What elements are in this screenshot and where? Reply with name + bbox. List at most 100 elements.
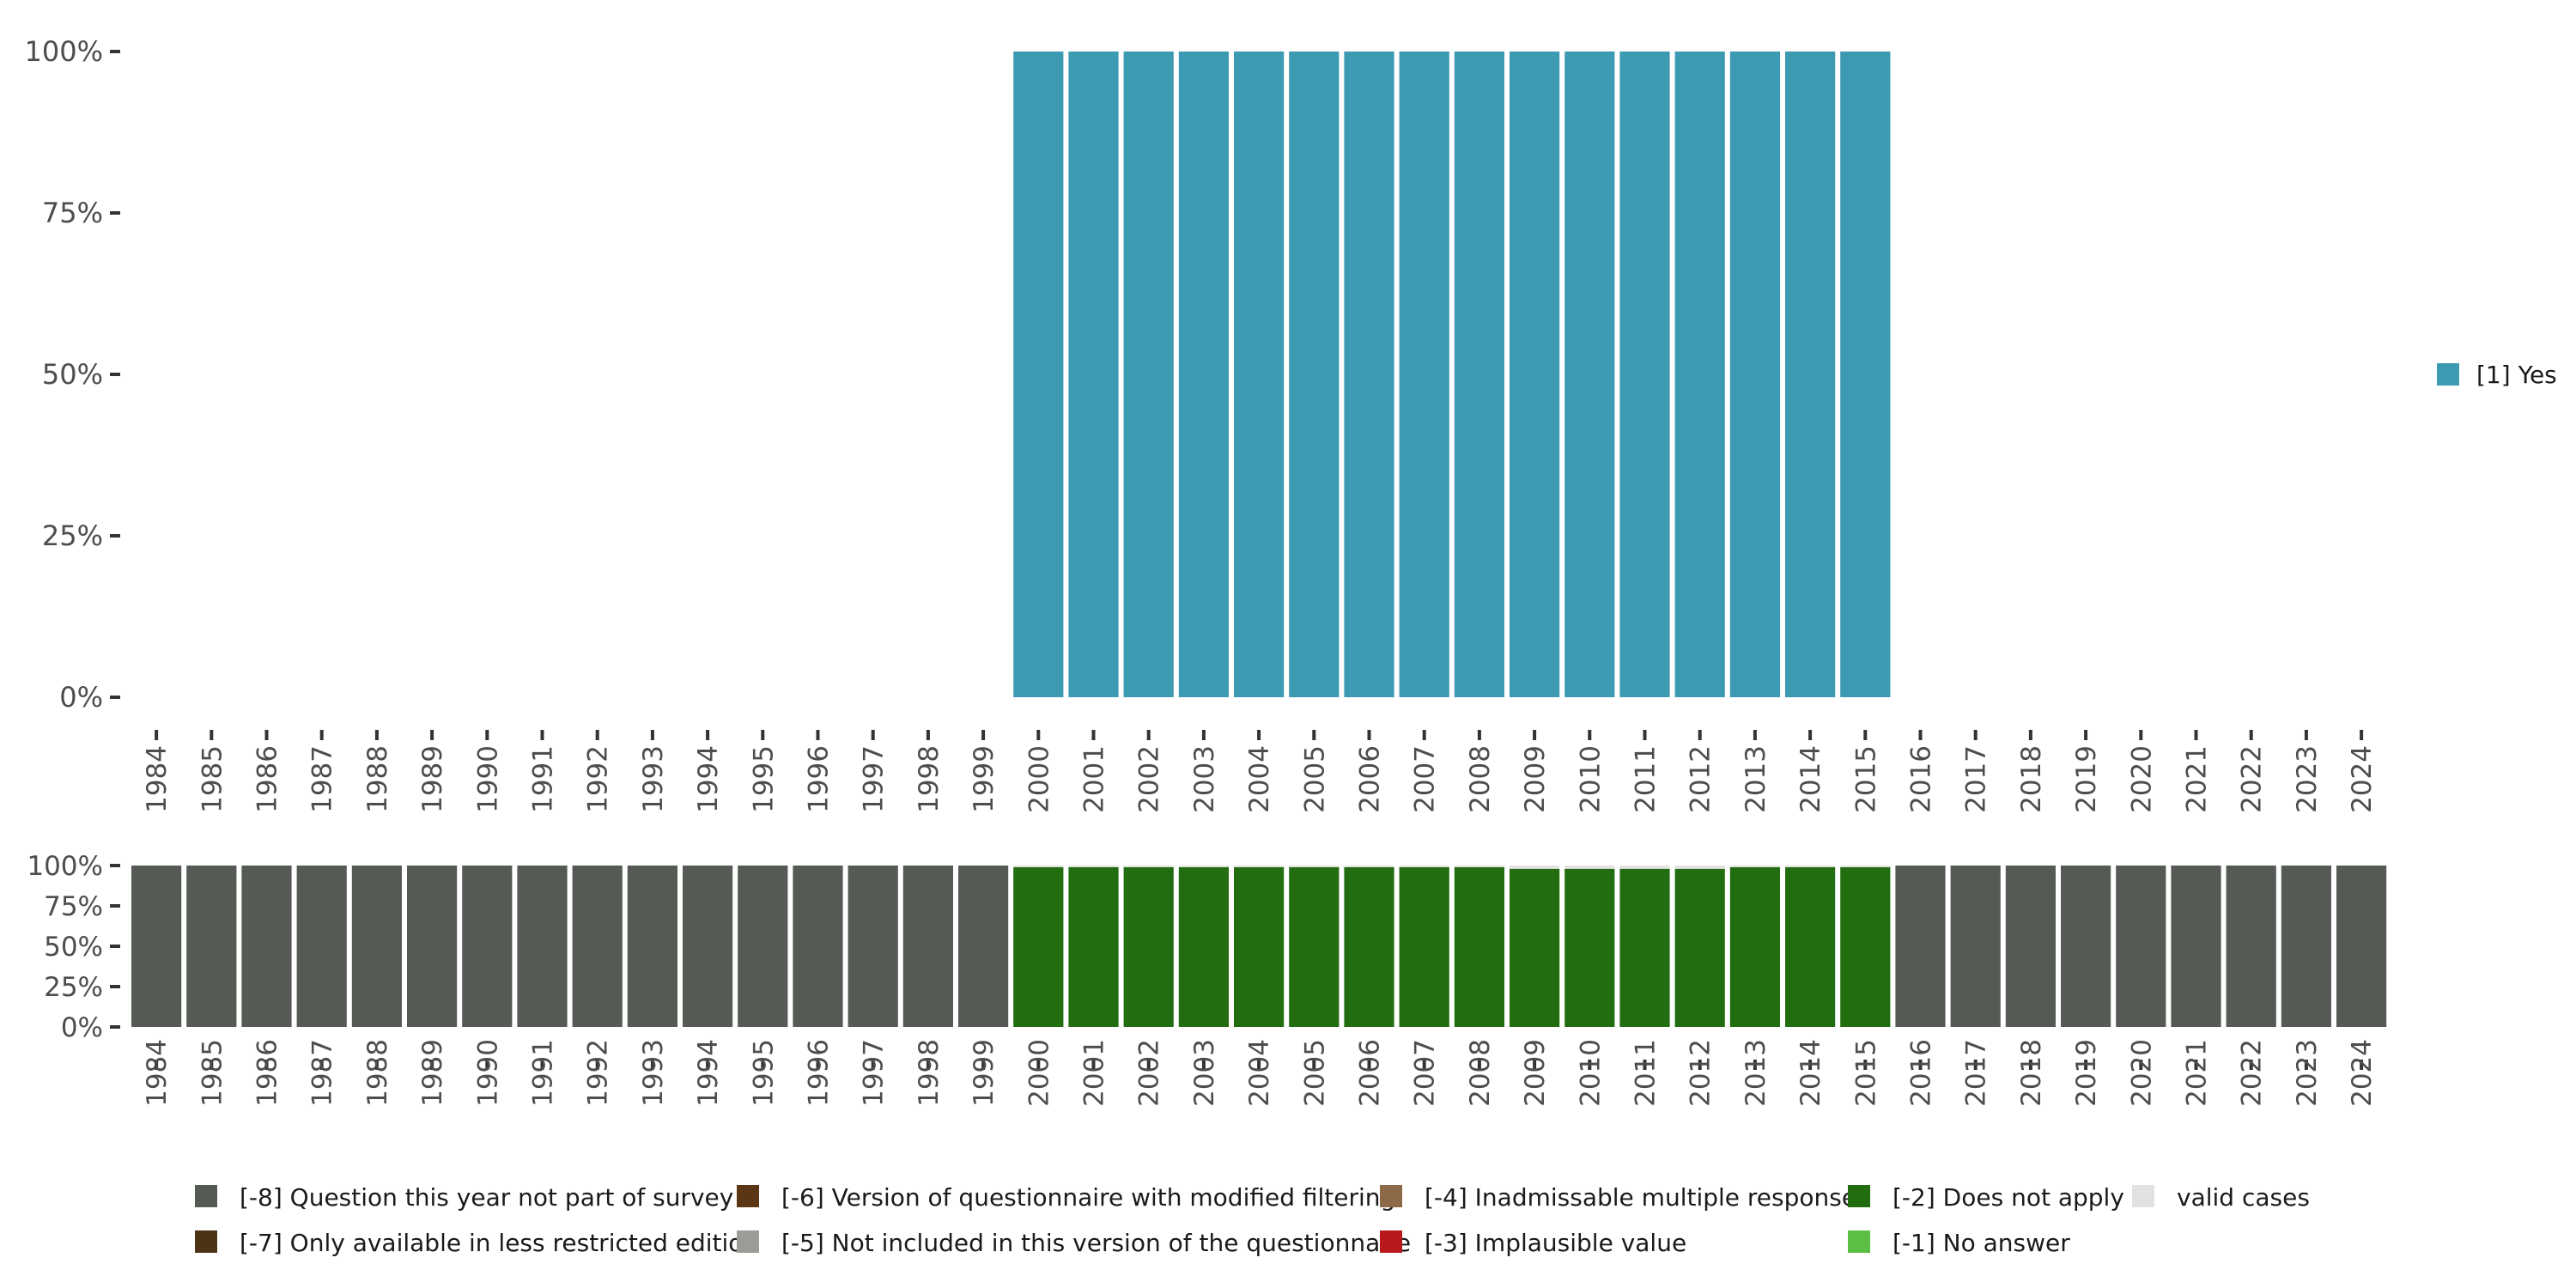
legend-item: [-7] Only available in less restricted e… xyxy=(195,1229,758,1257)
bar-segment xyxy=(1950,866,2001,1027)
x-tick-label: 2001 xyxy=(1079,1039,1110,1107)
legend-item: valid cases xyxy=(2132,1183,2310,1212)
bar-segment xyxy=(1123,52,1174,697)
x-tick-label: 1989 xyxy=(417,745,448,813)
bar-segment xyxy=(1895,866,1946,1027)
bar-segment xyxy=(296,866,347,1027)
x-tick-label: 2012 xyxy=(1686,745,1716,813)
bar-segment xyxy=(1344,52,1394,697)
x-tick-label: 2021 xyxy=(2182,745,2213,813)
legend-label: [-7] Only available in less restricted e… xyxy=(240,1229,758,1257)
x-tick-label: 2008 xyxy=(1465,1039,1496,1107)
x-tick-label: 1993 xyxy=(638,1039,669,1107)
x-tick-label: 2008 xyxy=(1465,745,1496,813)
bar-segment xyxy=(462,866,513,1027)
x-tick-label: 2011 xyxy=(1631,1039,1662,1107)
bar-segment xyxy=(1510,866,1560,869)
bar-segment xyxy=(1178,866,1229,1027)
x-tick-label: 2023 xyxy=(2292,745,2323,813)
y-tick-label: 75% xyxy=(44,891,103,922)
x-tick-label: 1998 xyxy=(914,745,945,813)
x-tick-label: 2005 xyxy=(1299,1039,1330,1107)
bar-segment xyxy=(1510,52,1560,697)
legend-item: [-3] Implausible value xyxy=(1380,1229,1686,1257)
legend-label: [-5] Not included in this version of the… xyxy=(781,1229,1411,1257)
y-tick-label: 50% xyxy=(42,358,103,391)
legend-swatch xyxy=(195,1185,217,1207)
legend-item: [-6] Version of questionnaire with modif… xyxy=(737,1183,1395,1212)
bar-segment xyxy=(1399,52,1449,697)
bar-segment xyxy=(407,866,458,1027)
bar-segment xyxy=(1840,866,1891,1027)
bar-segment xyxy=(1234,866,1285,1027)
x-tick-label: 2010 xyxy=(1575,1039,1606,1107)
legend-label: [-6] Version of questionnaire with modif… xyxy=(781,1183,1395,1212)
y-tick-label: 50% xyxy=(44,932,103,963)
x-tick-label: 2013 xyxy=(1741,745,1771,813)
legend-swatch xyxy=(737,1230,759,1253)
bar-segment xyxy=(1510,868,1560,1027)
x-tick-label: 2022 xyxy=(2237,1039,2268,1107)
bar-segment xyxy=(1674,868,1725,1027)
bar-segment xyxy=(1234,52,1285,697)
x-tick-label: 2006 xyxy=(1355,1039,1386,1107)
bar-segment xyxy=(572,866,623,1027)
y-tick-label: 0% xyxy=(59,681,103,714)
y-tick-label: 100% xyxy=(27,851,103,882)
legend-label: [1] Yes xyxy=(2476,361,2557,389)
bar-segment xyxy=(241,866,292,1027)
bar-segment xyxy=(1619,866,1670,869)
legend-item: [-4] Inadmissable multiple response xyxy=(1380,1183,1856,1212)
x-tick-label: 1996 xyxy=(804,745,835,813)
bar-segment xyxy=(1840,866,1891,867)
x-tick-label: 2016 xyxy=(1906,745,1937,813)
x-tick-label: 2015 xyxy=(1850,745,1881,813)
x-tick-label: 1985 xyxy=(197,745,228,813)
legend-item: [-5] Not included in this version of the… xyxy=(737,1229,1411,1257)
x-tick-label: 1984 xyxy=(142,745,173,813)
bar-segment xyxy=(1123,866,1174,867)
x-tick-label: 2014 xyxy=(1795,1039,1826,1107)
bar-segment xyxy=(2281,866,2331,1027)
bar-segment xyxy=(1013,866,1064,867)
x-tick-label: 1999 xyxy=(969,745,999,813)
bar-segment xyxy=(1068,866,1119,1027)
x-tick-label: 1991 xyxy=(528,1039,559,1107)
x-tick-label: 2023 xyxy=(2292,1039,2323,1107)
x-tick-label: 1986 xyxy=(252,745,283,813)
x-tick-label: 2019 xyxy=(2071,1039,2102,1107)
x-tick-label: 2017 xyxy=(1961,745,1992,813)
x-tick-label: 2024 xyxy=(2347,745,2378,813)
bar-segment xyxy=(627,866,677,1027)
bar-segment xyxy=(1344,866,1394,867)
x-tick-label: 2002 xyxy=(1134,745,1165,813)
x-tick-label: 2006 xyxy=(1355,745,1386,813)
bar-segment xyxy=(1674,866,1725,869)
x-tick-label: 2020 xyxy=(2126,1039,2157,1107)
bar-segment xyxy=(1619,52,1670,697)
bar-segment xyxy=(1068,866,1119,867)
bar-segment xyxy=(1564,52,1615,697)
bar-segment xyxy=(517,866,568,1027)
legend-swatch xyxy=(2437,363,2459,386)
x-tick-label: 2013 xyxy=(1741,1039,1771,1107)
legend-label: [-8] Question this year not part of surv… xyxy=(240,1183,733,1212)
bar-segment xyxy=(2061,866,2111,1027)
x-tick-label: 1997 xyxy=(859,745,890,813)
legend-swatch xyxy=(1380,1230,1402,1253)
bar-segment xyxy=(793,866,843,1027)
x-tick-label: 2003 xyxy=(1189,1039,1220,1107)
x-tick-label: 2005 xyxy=(1299,745,1330,813)
bar-segment xyxy=(848,866,898,1027)
x-tick-label: 2021 xyxy=(2182,1039,2213,1107)
bar-segment xyxy=(1729,866,1780,867)
x-tick-label: 2004 xyxy=(1244,1039,1275,1107)
bar-segment xyxy=(1840,52,1891,697)
missing-values-panel: 0% 25% 50% 75% 100% 1984 1985 1986 1987 1988 1989 1… xyxy=(27,851,2387,1257)
bar-segment xyxy=(1289,866,1340,1027)
bar-segment xyxy=(1619,868,1670,1027)
x-tick-label: 2011 xyxy=(1631,745,1662,813)
bar-segment xyxy=(2226,866,2276,1027)
bar-segment xyxy=(2171,866,2221,1027)
